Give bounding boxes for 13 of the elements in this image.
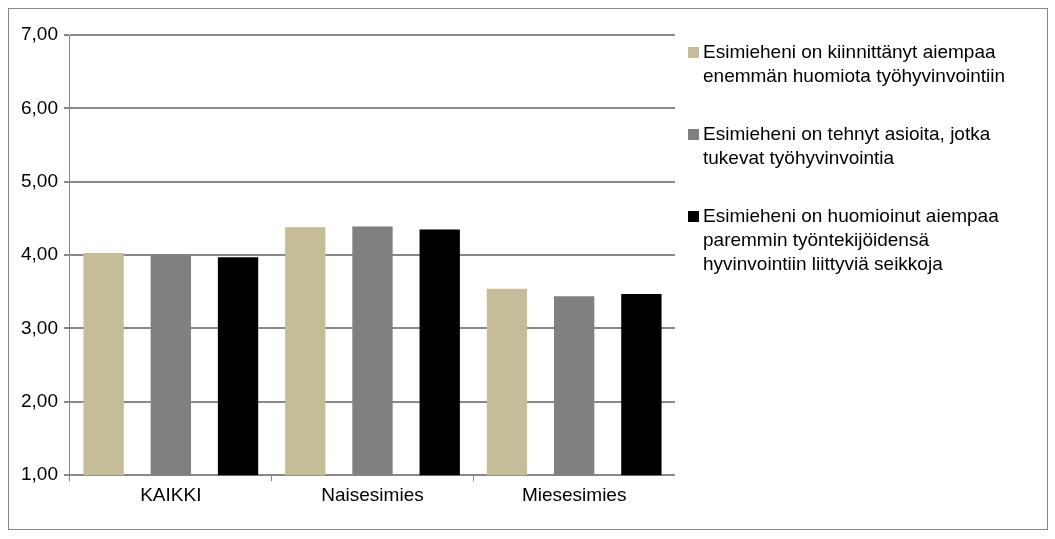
y-tick-label: 7,00 xyxy=(21,23,58,45)
y-tick-label: 6,00 xyxy=(21,96,58,118)
x-tick-label: Naisesimies xyxy=(321,483,424,505)
legend-label: Esimieheni on kiinnittänyt aiempaa enemmän huomiota työhyvinvointiin xyxy=(703,40,1007,88)
y-tick-label: 4,00 xyxy=(21,243,58,265)
x-tick-label: Miesesimies xyxy=(521,483,627,505)
y-tick-label: 3,00 xyxy=(21,316,58,338)
y-tick-label: 1,00 xyxy=(21,463,58,485)
y-tick-label: 5,00 xyxy=(21,169,58,191)
x-tick-label: KAIKKI xyxy=(140,483,202,505)
y-tick-label: 2,00 xyxy=(21,390,58,412)
legend-label: Esimieheni on huomioinut aiempaa paremmin työntekijöidensä hyvinvointiin liittyviä seikkoja xyxy=(703,204,1000,276)
legend-label: Esimieheni on tehnyt asioita, jotka tukevat työhyvinvointia xyxy=(703,122,992,170)
